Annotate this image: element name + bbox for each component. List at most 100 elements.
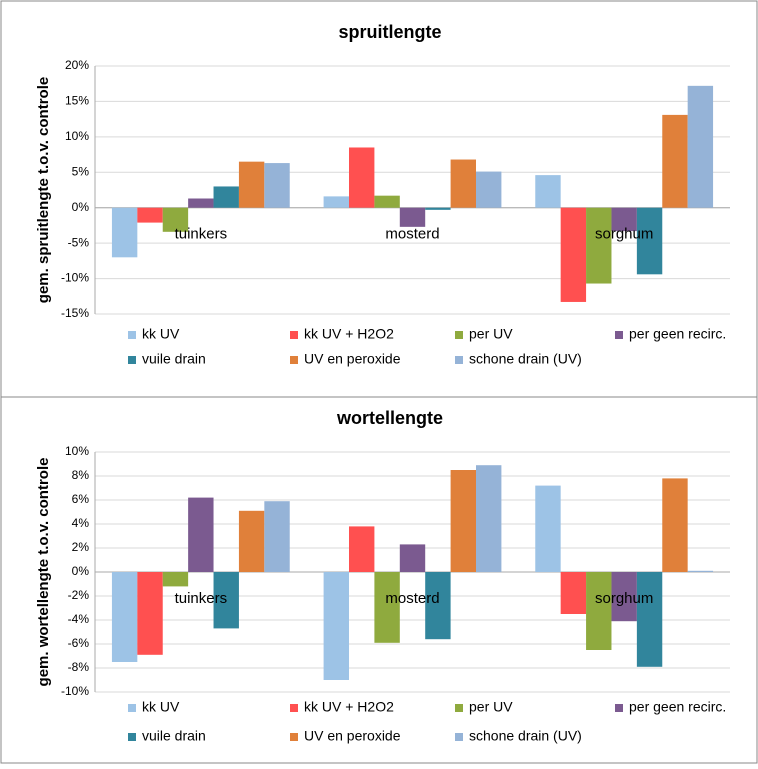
bar [349, 147, 375, 208]
legend-swatch [128, 704, 136, 712]
legend-swatch [290, 733, 298, 741]
category-label: tuinkers [175, 590, 228, 607]
bar [662, 478, 688, 572]
bar [687, 570, 714, 572]
legend-swatch [290, 704, 298, 712]
legend-swatch [290, 356, 298, 364]
bar [450, 159, 476, 208]
bar [213, 186, 239, 208]
bar [264, 501, 290, 572]
bar [399, 544, 426, 572]
y-tick-label: -15% [61, 306, 89, 320]
legend-swatch [290, 331, 298, 339]
bar [188, 497, 214, 572]
bar [662, 114, 688, 208]
y-tick-label: 20% [65, 58, 89, 72]
bar [560, 572, 587, 614]
bar [238, 161, 265, 208]
y-axis-label: gem. wortellengte t.o.v. controle [35, 458, 52, 687]
legend-label: kk UV [142, 699, 180, 715]
y-tick-label: 0% [72, 200, 90, 214]
y-tick-label: 10% [65, 444, 89, 458]
legend-label: kk UV + H2O2 [304, 699, 394, 715]
y-tick-label: 2% [72, 540, 90, 554]
bar [399, 207, 426, 227]
bar [687, 85, 714, 208]
bar [323, 572, 349, 680]
bar [162, 572, 189, 587]
y-tick-label: -5% [68, 235, 90, 249]
legend-label: per UV [469, 699, 513, 715]
legend-swatch [128, 733, 136, 741]
legend-swatch [615, 704, 623, 712]
legend-label: vuile drain [142, 728, 206, 744]
bar [425, 572, 451, 640]
bar [349, 526, 375, 572]
legend-swatch [128, 331, 136, 339]
bar [586, 207, 612, 284]
legend-swatch [615, 331, 623, 339]
legend-label: schone drain (UV) [469, 728, 582, 744]
y-tick-label: 8% [72, 468, 90, 482]
chart-title: spruitlengte [338, 22, 441, 42]
bar [450, 470, 476, 572]
legend-label: kk UV + H2O2 [304, 326, 394, 342]
bar [137, 572, 163, 655]
bar [476, 465, 502, 572]
legend-label: UV en peroxide [304, 351, 401, 367]
legend-label: schone drain (UV) [469, 351, 582, 367]
bar [188, 198, 214, 208]
bar [162, 207, 189, 232]
bar [323, 196, 349, 208]
legend-label: per geen recirc. [629, 699, 726, 715]
legend-swatch [128, 356, 136, 364]
bar [374, 195, 400, 208]
legend-swatch [455, 704, 463, 712]
y-tick-label: -2% [68, 588, 90, 602]
y-tick-label: -10% [61, 271, 89, 285]
y-tick-label: -8% [68, 660, 90, 674]
bar [137, 207, 163, 223]
legend-label: kk UV [142, 326, 180, 342]
y-tick-label: 6% [72, 492, 90, 506]
category-label: mosterd [385, 590, 439, 607]
bar [636, 207, 663, 275]
legend-label: per geen recirc. [629, 326, 726, 342]
category-label: sorghum [595, 590, 653, 607]
legend-swatch [455, 331, 463, 339]
bar [111, 207, 138, 258]
bar [264, 163, 290, 208]
legend-label: vuile drain [142, 351, 206, 367]
bar [535, 175, 561, 208]
legend-swatch [455, 733, 463, 741]
y-tick-label: 4% [72, 516, 90, 530]
y-tick-label: -6% [68, 636, 90, 650]
legend-label: per UV [469, 326, 513, 342]
chart-title: wortellengte [336, 408, 443, 428]
category-label: tuinkers [175, 226, 228, 243]
bar [425, 207, 451, 210]
bar [586, 572, 612, 650]
bar [374, 572, 400, 643]
bar [238, 510, 265, 572]
y-tick-label: 15% [65, 94, 89, 108]
legend-label: UV en peroxide [304, 728, 401, 744]
bar [636, 572, 663, 667]
bar [111, 572, 138, 662]
bar [611, 572, 637, 622]
y-axis-label: gem. spruitlengte t.o.v. controle [35, 77, 52, 303]
y-tick-label: 0% [72, 564, 90, 578]
bar [560, 207, 587, 302]
y-tick-label: 10% [65, 129, 89, 143]
bar [535, 485, 561, 572]
legend-swatch [455, 356, 463, 364]
category-label: sorghum [595, 226, 653, 243]
bar [213, 572, 239, 629]
y-tick-label: -4% [68, 612, 90, 626]
bar [476, 171, 502, 208]
y-tick-label: 5% [72, 164, 90, 178]
bar [611, 207, 637, 232]
category-label: mosterd [385, 226, 439, 243]
y-tick-label: -10% [61, 684, 89, 698]
